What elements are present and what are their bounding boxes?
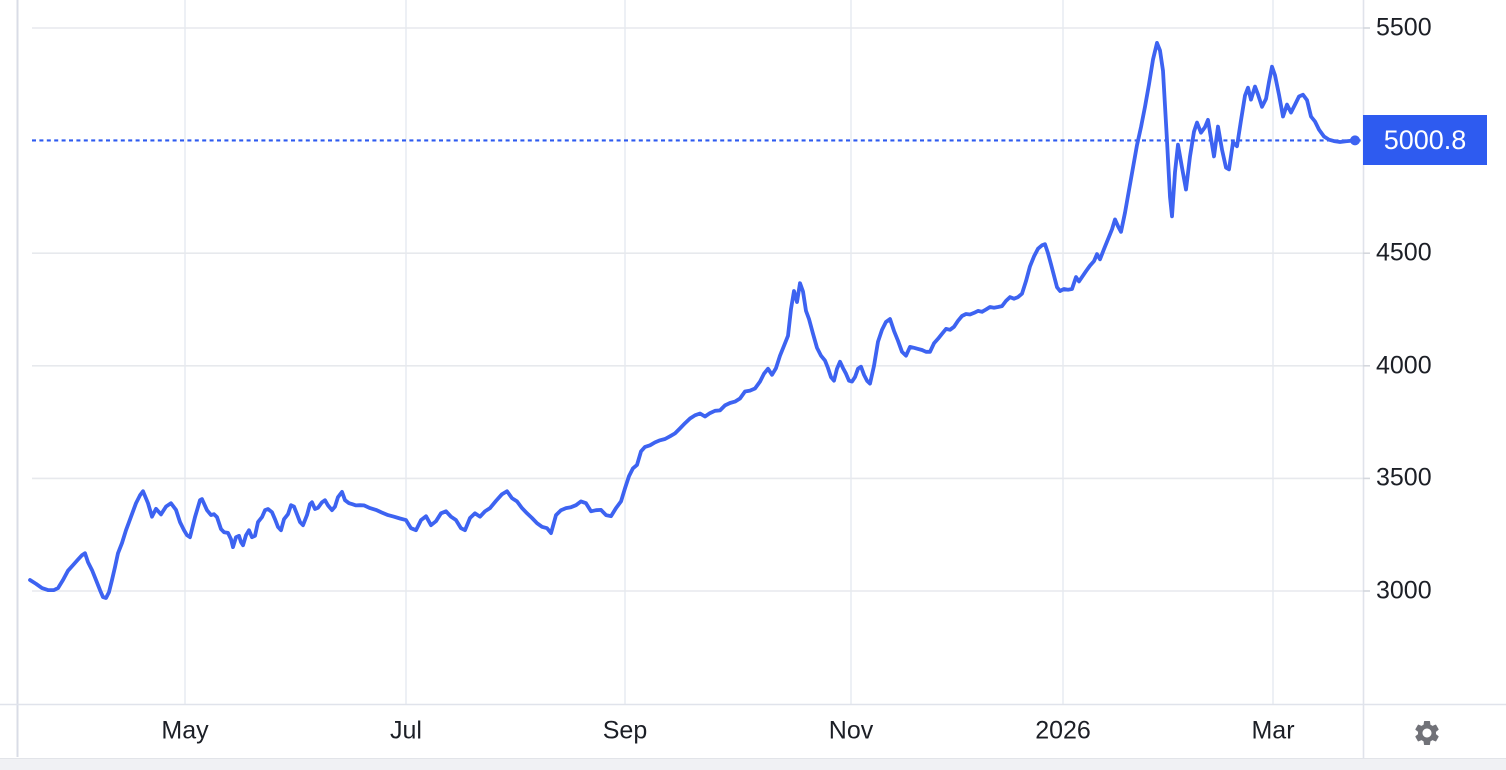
y-axis-label: 4500 [1376,238,1432,267]
y-axis-label: 5500 [1376,13,1432,42]
gear-icon [1415,721,1439,745]
x-axis-label: Sep [602,716,648,745]
x-axis-label: 2026 [1035,716,1091,745]
bottom-scroll-strip [0,758,1506,770]
settings-gear-icon[interactable] [1409,715,1445,751]
y-axis-label: 4000 [1376,351,1432,380]
last-price-value: 5000.8 [1383,124,1467,155]
x-axis-label: May [161,716,209,745]
last-price-badge: 5000.8 [1363,115,1487,166]
x-axis-label: Nov [828,716,874,745]
price-line-series [28,41,1357,600]
y-axis-label: 3500 [1376,463,1432,492]
x-axis-time-scale[interactable]: May Jul Sep Nov 2026 Mar [0,704,1363,758]
x-axis-label: Mar [1251,716,1295,745]
chart-plot-area[interactable] [0,0,1363,704]
last-price-dot [1350,135,1360,146]
y-axis-price-scale[interactable]: 5500 4500 4000 3500 3000 [1363,0,1506,704]
x-axis-label: Jul [390,716,422,745]
y-axis-label: 3000 [1376,576,1432,605]
